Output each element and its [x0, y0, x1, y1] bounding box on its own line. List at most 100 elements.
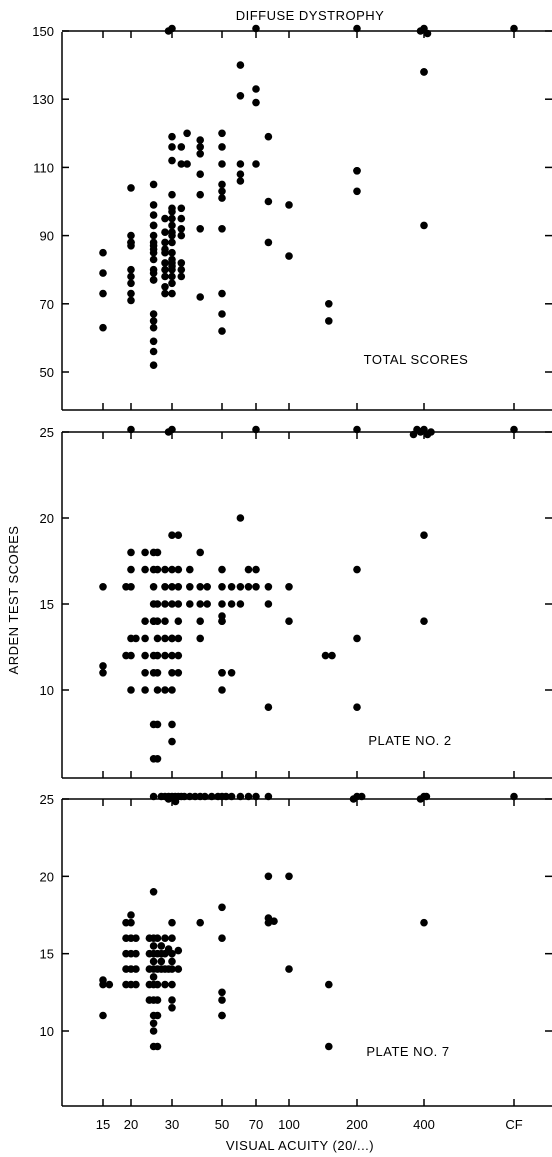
data-point: [252, 160, 260, 168]
data-point: [196, 143, 204, 151]
x-tick-label: CF: [505, 1117, 522, 1132]
panel-annotation: PLATE NO. 2: [368, 733, 451, 748]
x-tick-label: 20: [124, 1117, 138, 1132]
data-point: [168, 669, 176, 677]
data-point: [183, 160, 191, 168]
data-point: [149, 361, 158, 370]
data-point: [149, 201, 158, 209]
data-point: [252, 583, 260, 591]
data-point: [161, 265, 169, 274]
data-point: [132, 634, 140, 643]
ceiling-point: [409, 430, 418, 439]
data-point: [203, 583, 211, 591]
data-point: [153, 980, 162, 989]
data-point: [196, 617, 204, 625]
data-point: [99, 248, 107, 257]
y-tick-label: 90: [40, 229, 54, 244]
data-point: [168, 965, 176, 973]
data-point: [99, 1011, 107, 1020]
data-point: [149, 957, 158, 966]
data-point: [177, 225, 186, 233]
data-point: [149, 255, 158, 264]
data-point: [161, 272, 169, 281]
data-point: [218, 310, 226, 318]
ceiling-point: [236, 792, 245, 801]
ceiling-point: [422, 792, 431, 801]
data-point: [321, 651, 330, 660]
data-point: [186, 583, 194, 591]
x-tick-label: 30: [165, 1117, 179, 1132]
data-point: [168, 996, 176, 1004]
ceiling-point: [252, 425, 260, 434]
data-point: [161, 651, 169, 660]
data-point: [153, 617, 162, 625]
data-point: [285, 965, 293, 973]
data-point: [157, 942, 166, 950]
data-point: [168, 221, 176, 230]
data-point: [218, 934, 226, 942]
data-point: [153, 651, 162, 660]
ceiling-point: [349, 795, 358, 803]
data-point: [325, 980, 333, 989]
data-point: [218, 160, 226, 168]
data-point: [196, 600, 204, 608]
data-point: [270, 917, 278, 925]
data-point: [264, 703, 273, 711]
data-point: [227, 600, 236, 608]
data-point: [196, 634, 204, 643]
data-point: [264, 132, 273, 141]
data-point: [325, 300, 333, 308]
data-point: [244, 565, 253, 574]
data-point: [168, 231, 176, 240]
data-point: [353, 703, 361, 711]
x-tick-label: 400: [413, 1117, 435, 1132]
data-point: [153, 720, 162, 729]
data-point: [157, 957, 166, 966]
ceiling-point: [164, 428, 173, 436]
data-point: [196, 136, 204, 144]
data-point: [218, 327, 226, 335]
data-point: [244, 583, 253, 591]
data-point: [127, 911, 135, 919]
data-point: [328, 651, 336, 660]
data-point: [153, 1042, 162, 1051]
data-point: [177, 265, 186, 274]
data-point: [285, 617, 293, 625]
data-point: [141, 634, 149, 643]
data-point: [161, 289, 169, 298]
data-point: [218, 996, 226, 1004]
data-point: [141, 651, 149, 660]
data-point: [203, 600, 211, 608]
y-tick-label: 50: [40, 365, 54, 380]
data-point: [161, 214, 169, 223]
data-point: [127, 918, 135, 927]
data-point: [99, 323, 107, 332]
data-point: [218, 194, 226, 202]
data-point: [177, 143, 186, 151]
y-tick-label: 25: [40, 425, 54, 440]
data-point: [153, 755, 162, 763]
data-point: [218, 289, 226, 298]
ceiling-point: [357, 792, 366, 801]
data-point: [252, 565, 260, 574]
y-tick-label: 25: [40, 792, 54, 807]
ceiling-point: [252, 24, 260, 33]
data-point: [161, 248, 169, 257]
ceiling-point: [416, 27, 425, 35]
data-point: [141, 565, 149, 574]
data-point: [218, 1011, 226, 1020]
data-point: [177, 259, 186, 267]
data-point: [218, 612, 226, 620]
data-point: [149, 1027, 158, 1035]
ceiling-point: [423, 29, 432, 38]
data-point: [149, 180, 158, 189]
data-point: [420, 68, 428, 76]
data-point: [168, 143, 176, 151]
data-point: [174, 617, 183, 625]
y-tick-label: 110: [33, 160, 54, 175]
data-point: [132, 980, 140, 989]
data-point: [218, 225, 226, 233]
data-point: [196, 190, 204, 199]
panel-annotation: PLATE NO. 7: [366, 1044, 449, 1059]
